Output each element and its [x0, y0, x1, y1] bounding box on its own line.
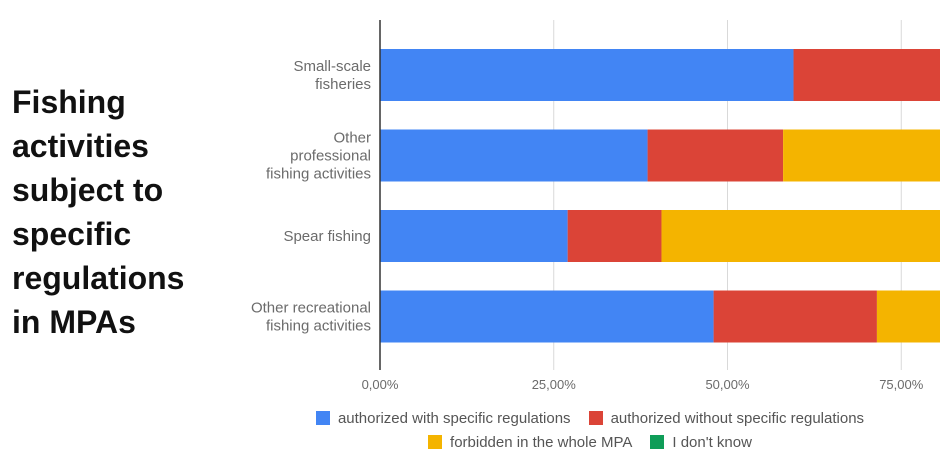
bar-segment — [647, 129, 784, 182]
side-title-line: subject to — [12, 172, 164, 208]
bar-segment — [380, 49, 794, 101]
bar-segment — [783, 129, 940, 182]
bar-segment — [793, 49, 940, 101]
x-tick-label: 50,00% — [705, 377, 750, 392]
legend-swatch — [650, 435, 665, 449]
legend-item: authorized with specific regulations — [315, 409, 571, 427]
legend-label: I don't know — [672, 433, 752, 451]
legend-label: forbidden in the whole MPA — [450, 433, 633, 451]
category-label: fishing activities — [266, 166, 371, 183]
legend-swatch — [588, 411, 603, 425]
side-title-line: Fishing — [12, 84, 126, 120]
legend-swatch — [428, 435, 443, 449]
legend-row: forbidden in the whole MPA I don't know — [240, 430, 940, 454]
bar-segment — [661, 210, 940, 262]
bar-segment — [567, 210, 662, 262]
bar-segment — [713, 290, 877, 343]
category-label: Other — [333, 130, 371, 147]
legend-swatch — [315, 411, 330, 425]
legend-label: authorized with specific regulations — [337, 409, 571, 427]
bar-segment — [380, 210, 568, 262]
side-title-line: activities — [12, 128, 149, 164]
legend-row: authorized with specific regulations aut… — [240, 406, 940, 430]
category-label: Small-scale — [293, 58, 371, 75]
x-tick-label: 0,00% — [362, 377, 399, 392]
category-label: professional — [290, 148, 371, 165]
legend-item: authorized without specific regulations — [588, 409, 865, 427]
legend-item: I don't know — [650, 434, 752, 451]
category-label: fisheries — [315, 76, 371, 93]
side-title-line: specific — [12, 216, 132, 252]
x-tick-label: 25,00% — [532, 377, 577, 392]
bar-segment — [380, 290, 714, 343]
side-title: Fishing activities subject to specific r… — [12, 80, 232, 344]
side-title-line: regulations — [12, 260, 185, 296]
bar-segment — [380, 129, 648, 182]
side-title-line: in MPAs — [12, 304, 136, 340]
bar-segment — [876, 290, 940, 343]
legend-item: forbidden in the whole MPA — [428, 434, 632, 451]
x-tick-label: 75,00% — [879, 377, 924, 392]
category-label: Spear fishing — [283, 228, 371, 245]
legend: authorized with specific regulations aut… — [240, 406, 940, 454]
category-label: fishing activities — [266, 318, 371, 335]
category-label: Other recreational — [251, 300, 371, 317]
legend-label: authorized without specific regulations — [610, 409, 865, 427]
